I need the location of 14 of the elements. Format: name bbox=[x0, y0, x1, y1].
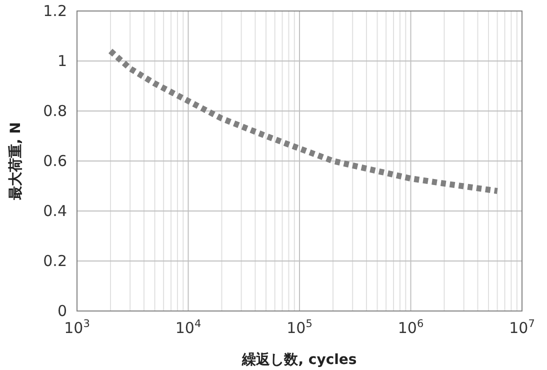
y-tick-label: 0.6 bbox=[43, 152, 67, 170]
y-tick-label: 1 bbox=[57, 52, 67, 70]
y-tick-label: 0.4 bbox=[43, 202, 67, 220]
x-axis-title: 繰返し数, cycles bbox=[241, 351, 357, 368]
x-tick-label: 10$^{4}$ bbox=[175, 318, 202, 337]
y-tick-label: 0.2 bbox=[43, 252, 67, 270]
y-tick-label: 0.8 bbox=[43, 102, 67, 120]
x-tick-label: 10$^{6}$ bbox=[398, 318, 424, 337]
y-tick-label: 0 bbox=[57, 302, 67, 320]
y-axis-title: 最大荷重, N bbox=[8, 122, 24, 201]
x-tick-label: 10$^{5}$ bbox=[286, 318, 312, 337]
y-tick-label: 1.2 bbox=[43, 2, 67, 20]
x-tick-label: 10$^{7}$ bbox=[509, 318, 535, 337]
x-tick-label: 10$^{3}$ bbox=[64, 318, 90, 337]
